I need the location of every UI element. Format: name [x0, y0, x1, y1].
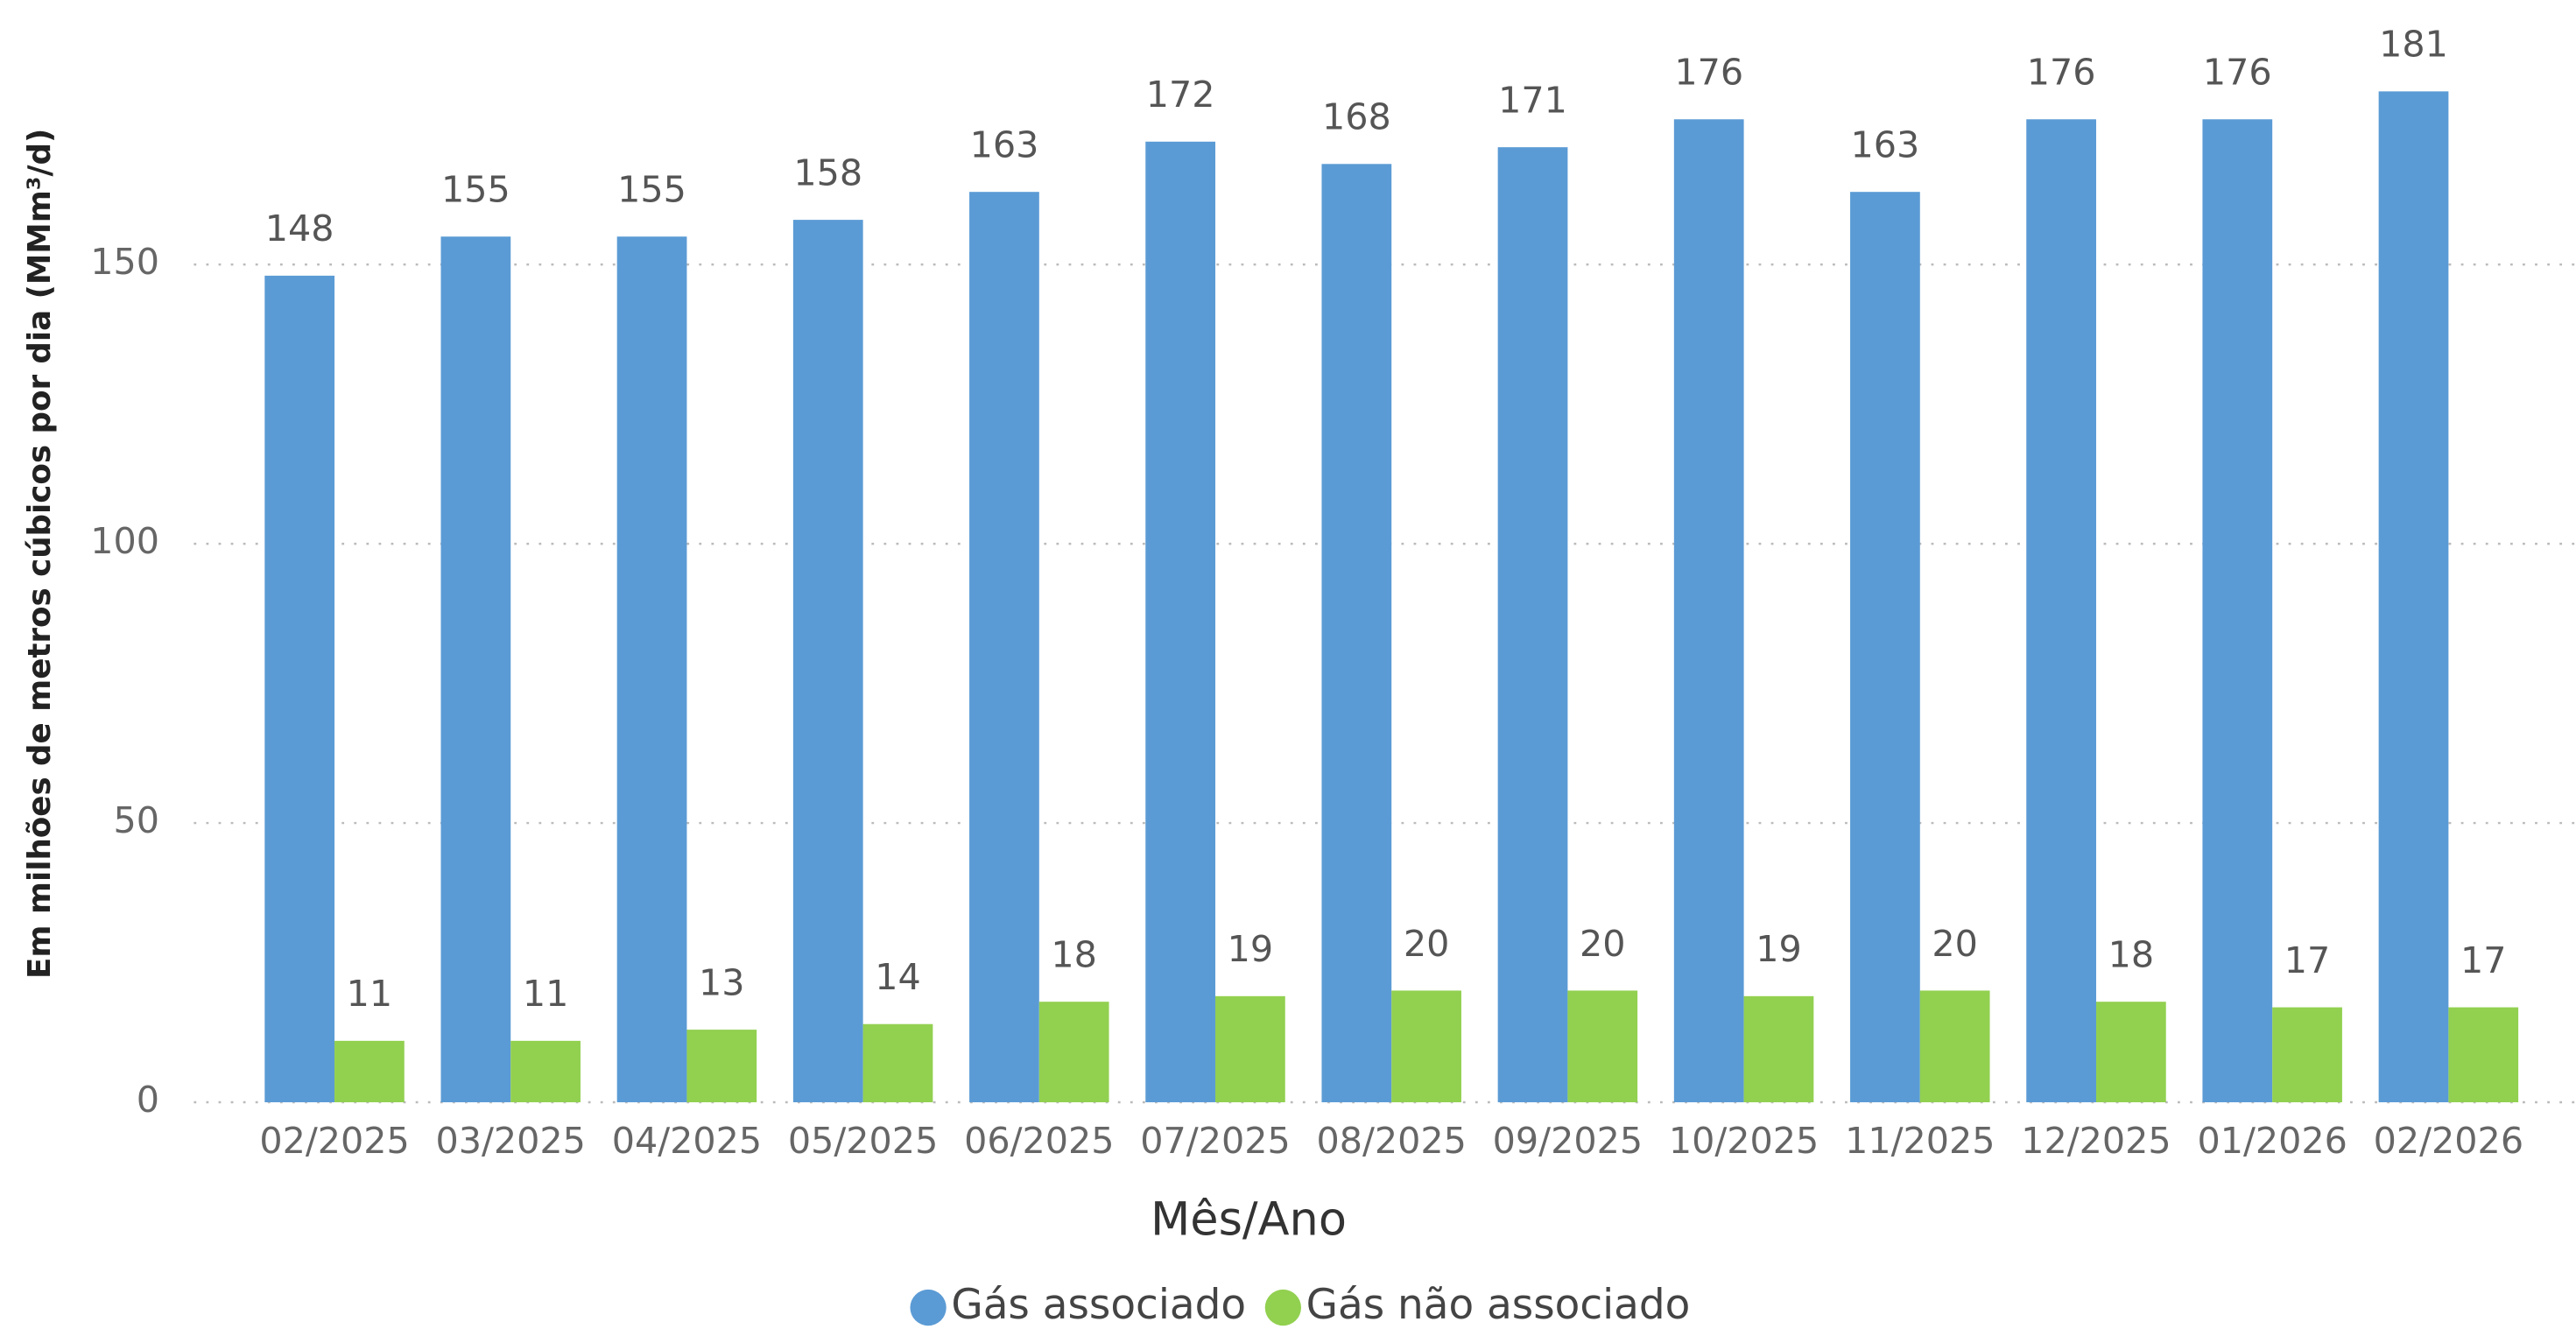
bar [2026, 119, 2096, 1103]
bar [1215, 995, 1285, 1103]
y-axis-label: Em milhões de metros cúbicos por dia (MM… [22, 129, 58, 979]
y-tick-label: 0 [137, 1079, 159, 1121]
data-label: 19 [1756, 928, 1802, 970]
data-label: 163 [970, 124, 1039, 166]
data-label: 18 [2108, 934, 2155, 976]
legend-marker [1264, 1289, 1302, 1326]
bar [616, 236, 687, 1103]
x-tick-label: 11/2025 [1845, 1120, 1995, 1162]
y-tick-label: 150 [90, 241, 159, 283]
bar [1321, 164, 1392, 1103]
bar [2448, 1007, 2519, 1103]
data-label: 176 [2027, 52, 2096, 94]
x-tick-label: 10/2025 [1669, 1120, 1819, 1162]
data-label: 172 [1146, 74, 1215, 116]
bar [969, 192, 1039, 1103]
bar [1919, 990, 1990, 1103]
data-label: 20 [1580, 923, 1626, 965]
data-label: 163 [1851, 124, 1920, 166]
bar [1567, 990, 1638, 1103]
bar [2202, 119, 2273, 1103]
data-label: 168 [1322, 96, 1391, 138]
x-tick-label: 03/2025 [436, 1120, 586, 1162]
data-label: 20 [1932, 923, 1978, 965]
data-label: 13 [699, 961, 745, 1003]
data-label: 158 [793, 151, 862, 193]
bar [2378, 91, 2449, 1103]
data-label: 17 [2284, 939, 2331, 981]
data-label: 17 [2460, 939, 2507, 981]
bar [264, 275, 335, 1103]
x-tick-label: 07/2025 [1140, 1120, 1290, 1162]
data-label: 171 [1498, 80, 1567, 122]
x-tick-label: 04/2025 [612, 1120, 762, 1162]
x-tick-label: 09/2025 [1493, 1120, 1643, 1162]
bar [1391, 990, 1461, 1103]
data-label: 11 [523, 973, 569, 1015]
legend-marker [910, 1289, 947, 1326]
bar [1673, 119, 1744, 1103]
data-label: 176 [1674, 52, 1743, 94]
data-label: 20 [1404, 923, 1450, 965]
y-tick-label: 100 [90, 520, 159, 562]
bar [510, 1040, 581, 1103]
x-tick-label: 06/2025 [964, 1120, 1114, 1162]
data-label: 181 [2379, 24, 2448, 66]
x-tick-label: 01/2026 [2197, 1120, 2347, 1162]
bar [334, 1040, 405, 1103]
data-label: 11 [347, 973, 393, 1015]
bar [792, 220, 863, 1103]
bar [1497, 147, 1568, 1103]
legend-label: Gás associado [951, 1281, 1246, 1329]
bar [2095, 1002, 2166, 1103]
data-label: 176 [2203, 52, 2272, 94]
data-label: 155 [617, 169, 686, 211]
x-tick-label: 05/2025 [788, 1120, 938, 1162]
x-tick-label: 08/2025 [1316, 1120, 1466, 1162]
data-label: 14 [875, 956, 921, 998]
data-label: 19 [1228, 928, 1274, 970]
bar [1038, 1002, 1109, 1103]
bar [1743, 995, 1814, 1103]
bar [2272, 1007, 2342, 1103]
data-label: 155 [441, 169, 510, 211]
bar [862, 1023, 933, 1103]
bar [440, 236, 511, 1103]
data-label: 18 [1051, 934, 1097, 976]
bar [686, 1030, 757, 1103]
legend-label: Gás não associado [1306, 1281, 1691, 1329]
data-label: 148 [265, 207, 334, 250]
x-tick-label: 12/2025 [2021, 1120, 2171, 1162]
x-axis-label: Mês/Ano [1151, 1193, 1347, 1247]
x-tick-label: 02/2026 [2374, 1120, 2523, 1162]
bar [1145, 141, 1216, 1103]
bar [1850, 192, 1920, 1103]
y-tick-label: 50 [113, 799, 159, 841]
x-tick-label: 02/2025 [259, 1120, 409, 1162]
